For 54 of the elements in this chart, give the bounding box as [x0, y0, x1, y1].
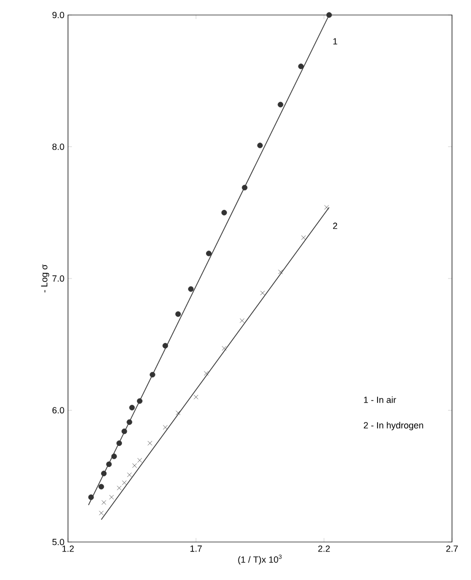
- point: [204, 371, 209, 376]
- annotation: 2 - In hydrogen: [364, 422, 424, 430]
- x-tick-label: 2.7: [446, 546, 458, 552]
- point: [132, 463, 137, 468]
- y-tick-label: 5.0: [52, 538, 64, 546]
- point: [298, 64, 304, 70]
- y-axis-title: - Log σ: [41, 264, 50, 292]
- x-axis-title: (1 / T)x 10$^{3}$: [238, 554, 282, 564]
- point: [278, 270, 283, 274]
- point: [137, 458, 142, 463]
- point: [127, 472, 132, 478]
- point: [162, 425, 168, 430]
- annotation: 2: [333, 222, 338, 229]
- point: [102, 500, 106, 505]
- point: [116, 440, 122, 446]
- point: [222, 346, 226, 351]
- y-tick-label: 9.0: [52, 12, 64, 18]
- point: [111, 454, 117, 460]
- point: [194, 394, 198, 400]
- y-tick-label: 6.0: [52, 407, 64, 414]
- point: [98, 510, 104, 516]
- point: [257, 142, 263, 148]
- point: [148, 440, 152, 446]
- y-tick-label: 7.0: [52, 275, 64, 282]
- point: [150, 372, 156, 378]
- point: [162, 342, 168, 348]
- point: [206, 250, 212, 256]
- annotation: 1: [333, 38, 338, 44]
- point: [242, 184, 248, 190]
- point: [136, 398, 142, 404]
- point: [188, 286, 194, 292]
- point: [301, 235, 306, 240]
- point: [260, 290, 265, 296]
- point: [109, 494, 114, 500]
- point: [106, 461, 112, 468]
- point: [221, 210, 227, 216]
- point: [122, 428, 128, 434]
- point: [88, 494, 94, 500]
- x-tick-label: 1.7: [190, 546, 202, 552]
- point: [122, 480, 127, 486]
- point: [129, 404, 135, 410]
- point: [278, 102, 284, 108]
- point: [101, 470, 107, 476]
- x-tick-label: 1.2: [62, 546, 74, 552]
- point: [116, 486, 122, 490]
- point: [326, 12, 332, 18]
- y-tick-label: 8.0: [52, 144, 64, 150]
- x-tick-label: 2.2: [318, 546, 330, 552]
- point: [175, 311, 181, 317]
- point: [176, 410, 180, 416]
- point: [126, 419, 132, 425]
- point: [240, 318, 244, 323]
- point: [98, 484, 104, 490]
- annotation: 1 - In air: [364, 396, 396, 404]
